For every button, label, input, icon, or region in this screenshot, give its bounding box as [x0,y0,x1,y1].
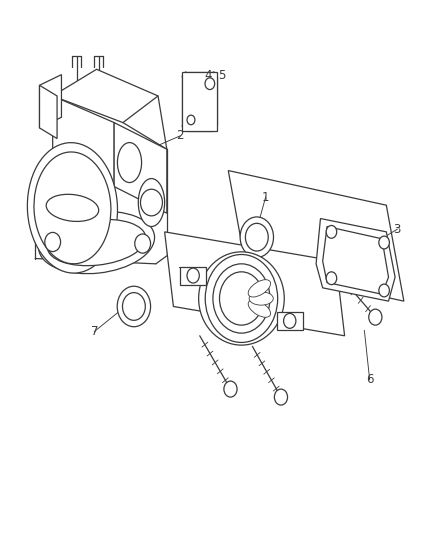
Circle shape [45,232,60,252]
Ellipse shape [117,142,141,182]
Ellipse shape [205,254,277,342]
Circle shape [122,293,145,320]
Circle shape [140,189,162,216]
Circle shape [325,272,336,285]
Circle shape [378,284,389,297]
Ellipse shape [39,212,154,273]
Ellipse shape [247,300,270,317]
Polygon shape [39,75,61,128]
Text: 5: 5 [218,69,225,82]
Text: 4: 4 [204,69,212,82]
Polygon shape [276,312,302,330]
Circle shape [240,217,273,257]
Text: 6: 6 [365,373,373,386]
Text: 2: 2 [176,130,184,142]
Polygon shape [315,219,394,301]
Text: 7: 7 [178,266,186,279]
Polygon shape [114,123,166,213]
Text: 7: 7 [90,325,98,338]
Polygon shape [39,85,57,139]
Polygon shape [182,72,217,131]
Ellipse shape [247,280,270,297]
Ellipse shape [138,179,164,227]
Text: 3: 3 [393,223,400,236]
Ellipse shape [219,272,263,325]
Circle shape [378,236,389,249]
Circle shape [223,381,237,397]
Polygon shape [228,171,403,301]
Ellipse shape [46,195,99,221]
Circle shape [205,78,214,90]
Circle shape [368,309,381,325]
Polygon shape [164,232,344,336]
Circle shape [245,223,268,251]
Ellipse shape [198,252,284,345]
Circle shape [117,286,150,327]
Circle shape [274,389,287,405]
Circle shape [187,115,194,125]
Circle shape [134,234,150,253]
Polygon shape [322,227,388,294]
Polygon shape [53,69,158,123]
Circle shape [325,225,336,238]
Circle shape [187,268,199,283]
Text: 1: 1 [261,191,269,204]
Circle shape [283,313,295,328]
Ellipse shape [249,292,272,305]
Ellipse shape [47,220,145,265]
Ellipse shape [27,143,117,273]
Ellipse shape [34,152,111,264]
Ellipse shape [212,264,269,333]
Polygon shape [180,266,206,285]
Polygon shape [53,96,114,187]
